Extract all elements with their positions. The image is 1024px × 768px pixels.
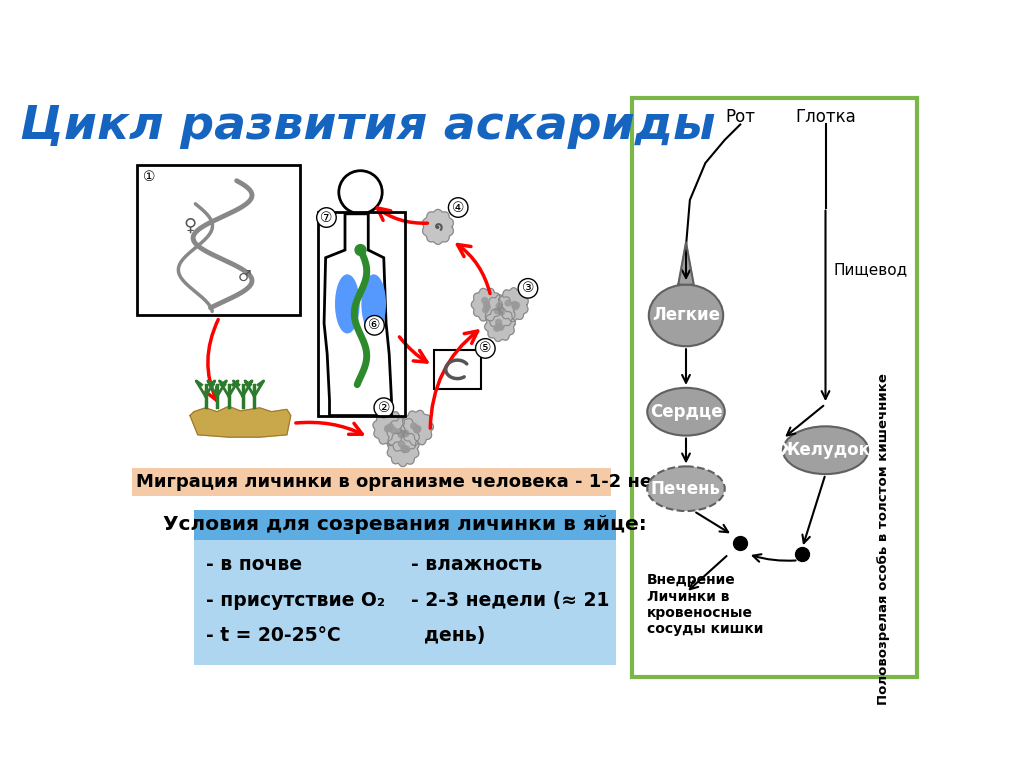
Text: Условия для созревания личинки в яйце:: Условия для созревания личинки в яйце: xyxy=(163,515,647,535)
Circle shape xyxy=(390,427,396,433)
Text: ①: ① xyxy=(142,170,156,184)
Circle shape xyxy=(482,307,488,313)
Circle shape xyxy=(398,441,404,447)
Text: - 2-3 недели (≈ 21: - 2-3 недели (≈ 21 xyxy=(411,591,609,610)
Circle shape xyxy=(401,445,408,452)
Text: день): день) xyxy=(411,626,485,645)
Ellipse shape xyxy=(362,275,385,333)
Circle shape xyxy=(384,425,390,432)
Ellipse shape xyxy=(647,466,725,511)
Circle shape xyxy=(498,325,504,330)
Polygon shape xyxy=(484,308,515,342)
Ellipse shape xyxy=(647,388,725,435)
Polygon shape xyxy=(400,410,433,445)
Text: ⑤: ⑤ xyxy=(479,342,492,356)
Circle shape xyxy=(385,425,391,432)
Circle shape xyxy=(401,445,408,452)
Circle shape xyxy=(512,304,518,310)
Circle shape xyxy=(411,423,417,429)
Polygon shape xyxy=(373,410,406,445)
Polygon shape xyxy=(485,295,515,329)
Circle shape xyxy=(495,308,500,314)
Circle shape xyxy=(403,446,410,452)
Text: ②: ② xyxy=(378,401,390,415)
Text: ④: ④ xyxy=(452,200,465,214)
Text: Пищевод: Пищевод xyxy=(834,262,907,276)
FancyBboxPatch shape xyxy=(137,165,300,316)
Circle shape xyxy=(401,431,408,437)
Circle shape xyxy=(484,304,490,310)
Text: - в почве: - в почве xyxy=(206,555,302,574)
Polygon shape xyxy=(324,214,391,415)
Circle shape xyxy=(396,429,402,435)
Text: - влажность: - влажность xyxy=(411,555,542,574)
Text: Миграция личинки в организме человека - 1-2 недели.: Миграция личинки в организме человека - … xyxy=(136,473,712,491)
Text: Внедрение
Личинки в
кровеносные
сосуды кишки: Внедрение Личинки в кровеносные сосуды к… xyxy=(647,574,764,636)
FancyBboxPatch shape xyxy=(434,350,480,389)
Circle shape xyxy=(414,427,420,433)
Circle shape xyxy=(496,319,502,325)
Polygon shape xyxy=(387,431,419,467)
Ellipse shape xyxy=(336,275,359,333)
Circle shape xyxy=(402,430,409,436)
Text: Глотка: Глотка xyxy=(795,108,856,126)
Circle shape xyxy=(414,426,420,432)
Polygon shape xyxy=(423,210,454,244)
Text: ⑦: ⑦ xyxy=(321,210,333,224)
Circle shape xyxy=(514,303,519,308)
Text: - t = 20-25°C: - t = 20-25°C xyxy=(206,626,340,645)
Circle shape xyxy=(387,424,393,430)
Circle shape xyxy=(355,245,366,256)
FancyBboxPatch shape xyxy=(194,509,616,541)
Text: ③: ③ xyxy=(521,281,535,296)
Circle shape xyxy=(497,303,502,309)
Circle shape xyxy=(498,306,504,312)
Circle shape xyxy=(483,302,489,308)
Ellipse shape xyxy=(783,426,868,474)
Text: Желудок: Желудок xyxy=(780,441,871,459)
Polygon shape xyxy=(387,417,420,452)
Text: Цикл развития аскариды: Цикл развития аскариды xyxy=(20,104,716,149)
Text: Рот: Рот xyxy=(725,108,756,126)
Text: Сердце: Сердце xyxy=(649,402,722,421)
FancyBboxPatch shape xyxy=(632,98,916,677)
Circle shape xyxy=(505,300,511,306)
Polygon shape xyxy=(678,243,693,285)
Text: ⑥: ⑥ xyxy=(369,318,381,333)
Text: ♂: ♂ xyxy=(238,269,252,284)
Circle shape xyxy=(512,301,517,307)
Circle shape xyxy=(496,324,501,329)
Circle shape xyxy=(398,432,404,438)
Polygon shape xyxy=(471,288,503,321)
Circle shape xyxy=(415,425,421,432)
Text: Печень: Печень xyxy=(651,480,721,498)
Circle shape xyxy=(499,310,505,315)
Text: - присутствие O₂: - присутствие O₂ xyxy=(206,591,384,610)
Ellipse shape xyxy=(649,285,723,346)
Polygon shape xyxy=(190,406,291,437)
Circle shape xyxy=(494,326,500,331)
Text: Половозрелая особь в толстом кишечнике: Половозрелая особь в толстом кишечнике xyxy=(878,372,890,705)
Text: ♀: ♀ xyxy=(183,217,197,235)
Polygon shape xyxy=(499,288,528,322)
Circle shape xyxy=(482,297,487,303)
Circle shape xyxy=(339,170,382,214)
FancyBboxPatch shape xyxy=(132,468,611,495)
FancyBboxPatch shape xyxy=(194,541,616,665)
Text: Легкие: Легкие xyxy=(652,306,720,324)
